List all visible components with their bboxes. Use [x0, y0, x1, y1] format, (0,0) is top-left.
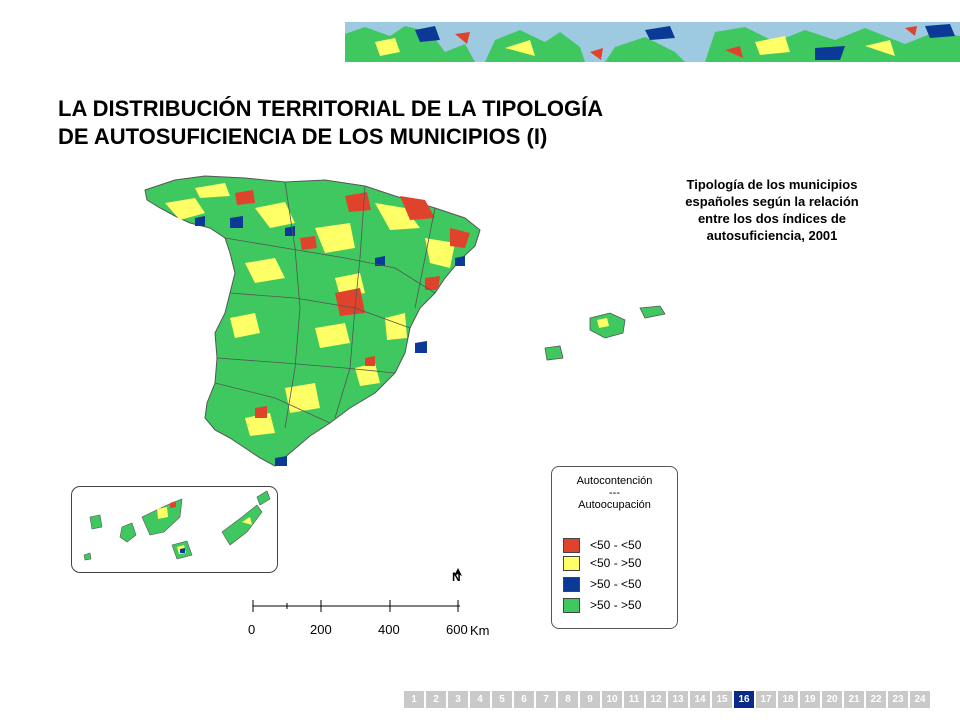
scale-tick-label: 600 [446, 622, 468, 637]
north-arrow-icon [450, 565, 466, 587]
page-button-current[interactable]: 16 [734, 691, 754, 708]
legend-item: <50 - >50 [563, 555, 641, 571]
caption-line-4: autosuficiencia, 2001 [706, 228, 838, 243]
legend-header-line-3: Autoocupación [578, 499, 651, 511]
legend-swatch-yellow [563, 555, 580, 571]
scale-tick-label: 0 [248, 622, 256, 637]
legend-label: <50 - <50 [590, 538, 642, 552]
legend-label: >50 - <50 [590, 577, 642, 591]
page-button[interactable]: 12 [646, 691, 666, 708]
page-button[interactable]: 11 [624, 691, 644, 708]
page-button[interactable]: 22 [866, 691, 886, 708]
page-button[interactable]: 2 [426, 691, 446, 708]
page-button[interactable]: 24 [910, 691, 930, 708]
canary-islands-inset [71, 486, 278, 573]
legend-swatch-blue [563, 576, 580, 592]
page-button[interactable]: 4 [470, 691, 490, 708]
page-button[interactable]: 10 [602, 691, 622, 708]
legend-swatch-red [563, 537, 580, 553]
title-line-1: LA DISTRIBUCIÓN TERRITORIAL DE LA TIPOLO… [58, 96, 604, 121]
caption-line-1: Tipología de los municipios [686, 177, 858, 192]
page-button[interactable]: 14 [690, 691, 710, 708]
page-button[interactable]: 19 [800, 691, 820, 708]
legend-header: Autocontención --- Autoocupación [552, 475, 677, 511]
scale-unit: Km [470, 623, 490, 638]
legend-item: <50 - <50 [563, 537, 641, 553]
slide-pager: 1 2 3 4 5 6 7 8 9 10 11 12 13 14 15 16 1… [404, 691, 930, 708]
page-button[interactable]: 17 [756, 691, 776, 708]
page-button[interactable]: 6 [514, 691, 534, 708]
map-caption: Tipología de los municipios españoles se… [672, 176, 872, 244]
page-button[interactable]: 9 [580, 691, 600, 708]
scale-tick-label: 200 [310, 622, 332, 637]
legend-label: <50 - >50 [590, 556, 642, 570]
ibiza [544, 345, 564, 361]
map-legend: Autocontención --- Autoocupación <50 - <… [551, 466, 678, 629]
legend-item: >50 - <50 [563, 576, 641, 592]
page-title: LA DISTRIBUCIÓN TERRITORIAL DE LA TIPOLO… [58, 95, 738, 151]
north-label: N [452, 570, 461, 584]
menorca [639, 305, 666, 319]
caption-line-2: españoles según la relación [685, 194, 859, 209]
decorative-map-banner [345, 22, 960, 62]
page-button[interactable]: 13 [668, 691, 688, 708]
legend-label: >50 - >50 [590, 598, 642, 612]
scale-bar [250, 598, 465, 614]
page-button[interactable]: 23 [888, 691, 908, 708]
legend-header-line-2: --- [609, 487, 620, 499]
legend-swatch-green [563, 597, 580, 613]
page-button[interactable]: 8 [558, 691, 578, 708]
page-button[interactable]: 18 [778, 691, 798, 708]
caption-line-3: entre los dos índices de [697, 211, 847, 226]
legend-item: >50 - >50 [563, 597, 641, 613]
page-button[interactable]: 3 [448, 691, 468, 708]
page-button[interactable]: 1 [404, 691, 424, 708]
page-button[interactable]: 15 [712, 691, 732, 708]
spain-municipalities-map [135, 168, 675, 500]
page-button[interactable]: 21 [844, 691, 864, 708]
scale-tick-label: 400 [378, 622, 400, 637]
page-button[interactable]: 20 [822, 691, 842, 708]
page-button[interactable]: 7 [536, 691, 556, 708]
title-line-2: DE AUTOSUFICIENCIA DE LOS MUNICIPIOS (I) [58, 124, 548, 149]
legend-header-line-1: Autocontención [576, 475, 653, 487]
page-button[interactable]: 5 [492, 691, 512, 708]
